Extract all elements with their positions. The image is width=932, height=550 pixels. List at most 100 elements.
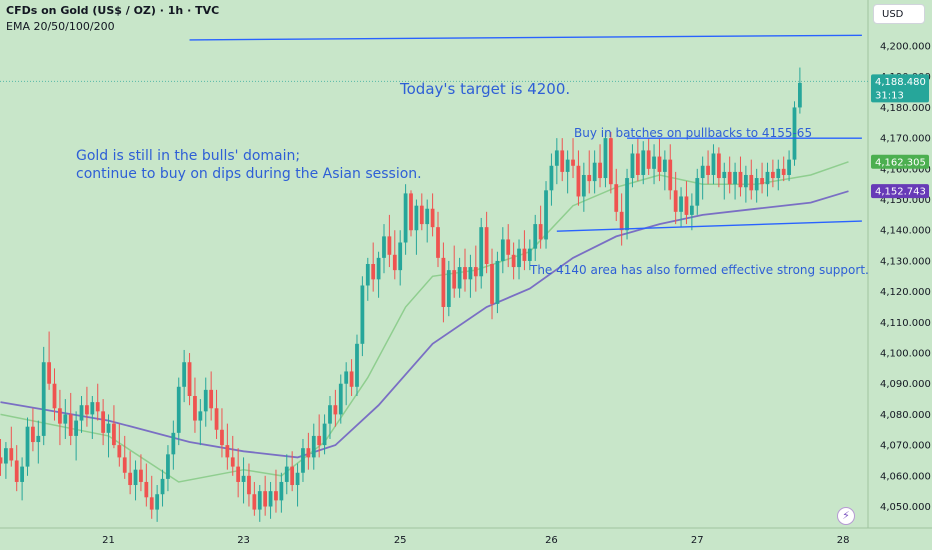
candle-body[interactable] bbox=[317, 435, 322, 446]
candle-body[interactable] bbox=[549, 165, 554, 191]
candle-body[interactable] bbox=[155, 494, 160, 510]
candle-body[interactable] bbox=[576, 165, 581, 197]
candle-body[interactable] bbox=[463, 267, 467, 280]
candle-body[interactable] bbox=[225, 445, 230, 458]
candle-body[interactable] bbox=[684, 196, 689, 215]
candle-body[interactable] bbox=[279, 481, 284, 501]
candle-body[interactable] bbox=[128, 472, 133, 486]
candle-body[interactable] bbox=[9, 448, 14, 461]
candle-body[interactable] bbox=[592, 162, 597, 182]
candle-body[interactable] bbox=[14, 460, 19, 482]
candle-body[interactable] bbox=[274, 491, 278, 501]
candle-body[interactable] bbox=[409, 193, 413, 231]
candle-body[interactable] bbox=[365, 264, 370, 286]
candle-body[interactable] bbox=[203, 389, 208, 412]
candle-body[interactable] bbox=[517, 248, 521, 268]
candle-body[interactable] bbox=[182, 362, 187, 387]
candle-body[interactable] bbox=[166, 454, 170, 479]
candle-body[interactable] bbox=[765, 171, 770, 185]
candle-body[interactable] bbox=[382, 236, 386, 258]
candle-body[interactable] bbox=[652, 156, 656, 169]
candle-body[interactable] bbox=[209, 389, 214, 409]
candle-body[interactable] bbox=[754, 178, 759, 191]
candle-body[interactable] bbox=[230, 457, 235, 467]
candle-body[interactable] bbox=[419, 205, 424, 225]
candle-body[interactable] bbox=[392, 254, 397, 271]
candle-body[interactable] bbox=[749, 174, 754, 191]
candle-body[interactable] bbox=[760, 178, 764, 185]
candle-body[interactable] bbox=[117, 445, 122, 458]
candle-body[interactable] bbox=[133, 469, 138, 486]
candle-body[interactable] bbox=[90, 402, 95, 415]
candle-body[interactable] bbox=[700, 165, 705, 179]
candle-body[interactable] bbox=[506, 239, 511, 255]
candle-body[interactable] bbox=[63, 414, 68, 424]
candle-body[interactable] bbox=[112, 423, 116, 446]
candle-body[interactable] bbox=[479, 227, 484, 277]
candle-body[interactable] bbox=[268, 491, 273, 507]
candle-body[interactable] bbox=[565, 159, 570, 172]
symbol-title[interactable]: CFDs on Gold (US$ / OZ) · 1h · TVC bbox=[6, 4, 220, 17]
candle-body[interactable] bbox=[355, 343, 359, 387]
candle-body[interactable] bbox=[95, 402, 100, 412]
candle-body[interactable] bbox=[473, 267, 478, 277]
candle-body[interactable] bbox=[468, 267, 473, 280]
candle-body[interactable] bbox=[425, 208, 430, 225]
candle-body[interactable] bbox=[344, 371, 349, 384]
candle-body[interactable] bbox=[706, 165, 710, 175]
candle-body[interactable] bbox=[641, 150, 646, 175]
candle-body[interactable] bbox=[58, 408, 62, 424]
candle-body[interactable] bbox=[214, 408, 219, 430]
candle-body[interactable] bbox=[68, 414, 73, 436]
candle-body[interactable] bbox=[74, 420, 79, 436]
candle-body[interactable] bbox=[187, 362, 192, 396]
trend-line[interactable] bbox=[189, 34, 862, 41]
candle-body[interactable] bbox=[101, 411, 106, 433]
candle-body[interactable] bbox=[457, 267, 462, 289]
candle-body[interactable] bbox=[722, 171, 727, 179]
candle-body[interactable] bbox=[657, 156, 662, 172]
candle-body[interactable] bbox=[333, 405, 338, 415]
candle-body[interactable] bbox=[301, 448, 305, 473]
candle-body[interactable] bbox=[149, 497, 154, 510]
candle-body[interactable] bbox=[619, 211, 624, 231]
candle-body[interactable] bbox=[581, 174, 586, 197]
candle-body[interactable] bbox=[441, 257, 446, 307]
candle-body[interactable] bbox=[511, 254, 516, 268]
candle-body[interactable] bbox=[554, 150, 559, 166]
candle-body[interactable] bbox=[311, 435, 316, 458]
candle-body[interactable] bbox=[376, 257, 381, 280]
candle-body[interactable] bbox=[689, 205, 694, 215]
candle-body[interactable] bbox=[0, 457, 3, 464]
candle-body[interactable] bbox=[484, 227, 489, 264]
candle-body[interactable] bbox=[20, 466, 24, 482]
candle-body[interactable] bbox=[770, 171, 775, 179]
candle-body[interactable] bbox=[220, 429, 224, 446]
candle-body[interactable] bbox=[360, 285, 365, 344]
candle-body[interactable] bbox=[446, 270, 451, 307]
candle-body[interactable] bbox=[738, 171, 743, 188]
candle-body[interactable] bbox=[328, 405, 332, 424]
tradingview-logo-icon[interactable]: ⚡ bbox=[837, 507, 855, 525]
candle-body[interactable] bbox=[4, 448, 8, 464]
candle-body[interactable] bbox=[387, 236, 392, 255]
candle-body[interactable] bbox=[338, 383, 343, 415]
candle-body[interactable] bbox=[47, 362, 52, 384]
candle-body[interactable] bbox=[295, 472, 300, 486]
candle-body[interactable] bbox=[52, 383, 57, 409]
candle-body[interactable] bbox=[792, 107, 797, 160]
indicator-label[interactable]: EMA 20/50/100/200 bbox=[6, 20, 115, 33]
candle-body[interactable] bbox=[544, 190, 548, 240]
candle-body[interactable] bbox=[776, 168, 781, 179]
candle-body[interactable] bbox=[630, 153, 635, 179]
candle-body[interactable] bbox=[587, 174, 592, 182]
candle-body[interactable] bbox=[247, 475, 251, 495]
candle-body[interactable] bbox=[398, 242, 403, 271]
candle-body[interactable] bbox=[608, 138, 613, 185]
candle-body[interactable] bbox=[263, 491, 268, 507]
candle-body[interactable] bbox=[560, 150, 565, 172]
candle-body[interactable] bbox=[371, 264, 376, 280]
candle-body[interactable] bbox=[106, 423, 111, 433]
candle-body[interactable] bbox=[306, 448, 311, 458]
